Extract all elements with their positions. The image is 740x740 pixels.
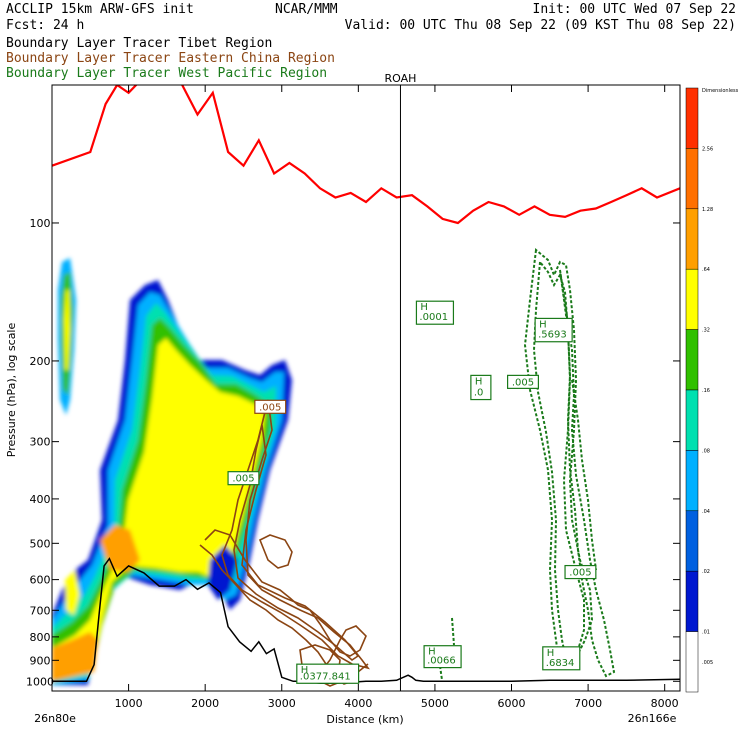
terrain-line (52, 557, 680, 685)
high-label-letter: H (475, 376, 483, 387)
colorbar-level-label: .02 (702, 569, 710, 575)
contour-label-box (227, 471, 260, 486)
high-label-box (470, 374, 492, 401)
x-tick-label: 8000 (651, 697, 679, 710)
legend-item-eastern-china: Boundary Layer Tracer Eastern China Regio… (6, 51, 335, 66)
colorbar-swatch (685, 208, 699, 270)
colorbar-level-label: .08 (702, 448, 710, 454)
high-label-value: .0001 (419, 312, 448, 323)
y-tick-label: 300 (30, 436, 51, 449)
y-tick-label: 200 (30, 355, 51, 368)
contour-label-box (564, 564, 597, 580)
colorbar: Dimensionless 2.56 1.28 .64 .32 .16 .08 .04 .02.… (685, 87, 739, 693)
tropopause-line (52, 85, 680, 225)
high-label-value: .6834 (546, 658, 575, 669)
high-label-letter: H (301, 665, 309, 676)
legend: Boundary Layer Tracer Tibet Region Bounda… (6, 36, 335, 81)
x-tick-label: 7000 (574, 697, 602, 710)
y-axis-title: Pressure (hPa), log scale (5, 323, 18, 458)
contour-label: .005 (259, 402, 281, 413)
colorbar-swatch (685, 389, 699, 451)
high-label-box (296, 663, 360, 684)
high-label-box (415, 300, 455, 325)
x-start-label: 26n80e (34, 712, 76, 725)
colorbar-swatch (685, 329, 699, 391)
high-label-value: .0 (474, 388, 484, 399)
colorbar-level-label: .64 (702, 267, 710, 273)
line-layer (52, 85, 680, 685)
legend-item-tibet: Boundary Layer Tracer Tibet Region (6, 36, 272, 51)
y-tick-label: 1000 (26, 675, 54, 688)
colorbar-swatch (685, 631, 699, 693)
y-tick-label: 100 (30, 217, 51, 230)
x-tick-label: 4000 (344, 697, 372, 710)
y-tick-label: 700 (30, 604, 51, 617)
x-tick-label: 1000 (115, 697, 143, 710)
west-pacific-contours (439, 248, 616, 681)
colorbar-swatch (685, 87, 699, 149)
plot-frame (51, 84, 681, 692)
colorbar-level-label: .005 (702, 660, 713, 666)
colorbar-level-label: 1.28 (702, 207, 713, 213)
header-valid-time: Valid: 00 UTC Thu 08 Sep 22 (09 KST Thu … (345, 18, 736, 33)
high-label-letter: H (420, 302, 428, 313)
high-label-value: .5693 (538, 330, 567, 341)
x-axis: 1000 2000 3000 4000 5000 6000 7000 8000 (115, 85, 679, 710)
contour-label: .005 (569, 568, 591, 579)
high-label-letter: H (539, 319, 547, 330)
x-end-label: 26n166e (628, 712, 677, 725)
colorbar-level-label: .16 (702, 388, 710, 394)
colorbar-level-label: .04 (702, 509, 710, 515)
colorbar-swatch (685, 148, 699, 210)
x-tick-label: 2000 (191, 697, 219, 710)
y-tick-label: 900 (30, 654, 51, 667)
high-label-letter: H (547, 648, 555, 659)
colorbar-swatch (685, 510, 699, 572)
y-tick-label: 600 (30, 574, 51, 587)
x-tick-label: 5000 (421, 697, 449, 710)
colorbar-level-label: 2.56 (702, 146, 713, 152)
contour-labels: .005.005H.0001H.5693H.0.005.005H.0066H.6… (227, 300, 597, 684)
y-axis: 100 200 300 400 500 600 700 800 900 1000 (26, 217, 680, 688)
header-title: ACCLIP 15km ARW-GFS init (6, 2, 194, 17)
tibet-tracer-field (52, 258, 292, 685)
header-forecast-hour: Fcst: 24 h (6, 18, 84, 33)
colorbar-swatch (685, 450, 699, 512)
marker-label: ROAH (385, 72, 417, 85)
legend-item-west-pacific: Boundary Layer Tracer West Pacific Region (6, 66, 327, 81)
x-tick-label: 6000 (498, 697, 526, 710)
colorbar-swatch (685, 268, 699, 330)
high-label-value: .0377.841 (300, 671, 351, 682)
colorbar-level-label: .32 (702, 328, 710, 334)
y-tick-label: 500 (30, 537, 51, 550)
colorbar-level-label: Dimensionless (702, 88, 739, 94)
high-label-box (423, 645, 462, 669)
contour-label: .005 (232, 474, 254, 485)
header-init-time: Init: 00 UTC Wed 07 Sep 22 (533, 2, 737, 17)
y-tick-label: 400 (30, 493, 51, 506)
x-tick-label: 3000 (268, 697, 296, 710)
colorbar-level-label: .01 (702, 630, 710, 636)
contour-label-box (254, 399, 287, 414)
high-label-value: .0066 (427, 656, 456, 667)
y-tick-label: 800 (30, 631, 51, 644)
header-institution: NCAR/MMM (275, 2, 338, 17)
contour-label: .005 (512, 377, 534, 388)
high-label-box (534, 317, 573, 343)
high-label-box (542, 646, 581, 671)
colorbar-swatch (685, 570, 699, 632)
contour-label-box (507, 374, 540, 389)
marker-layer: ROAH (385, 72, 417, 691)
x-axis-title: Distance (km) (326, 713, 403, 726)
high-label-letter: H (428, 647, 436, 658)
